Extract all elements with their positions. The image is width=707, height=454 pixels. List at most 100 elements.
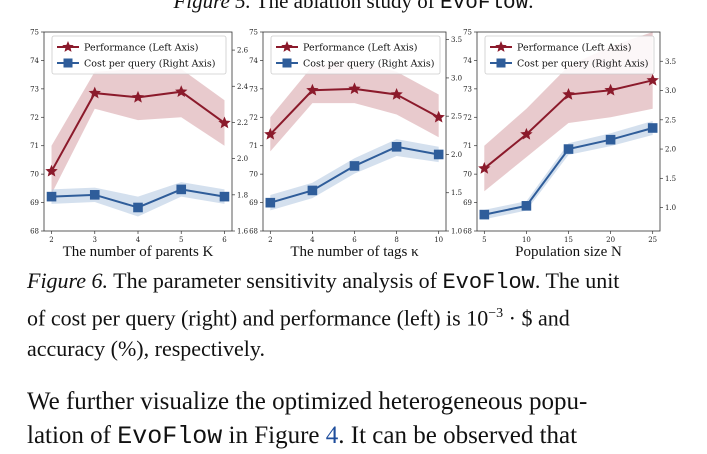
body-line1: We further visualize the optimized heter… (27, 388, 588, 415)
data-point-star (45, 164, 58, 177)
data-point-star (604, 83, 617, 96)
x-tick-label: 15 (564, 236, 573, 244)
figure5-text: The ablation study of (250, 0, 441, 13)
data-point-star (131, 90, 145, 103)
left-tick-label: 69 (30, 199, 39, 207)
x-tick-label: 6 (352, 236, 357, 244)
data-point-star (478, 161, 491, 174)
right-tick-label: 2.4 (237, 83, 249, 91)
x-tick-label: 8 (394, 236, 398, 244)
legend-star-marker (62, 41, 74, 52)
body-method-name: EvoFlow (117, 422, 223, 451)
left-tick-label: 75 (463, 29, 472, 37)
chart-panel-1: 68 69 70 71 72 73 74 75 1.6 1.8 2.0 2.2 2.4 2.6 2 3 4 5 6T… (30, 29, 249, 261)
x-tick-label: 3 (93, 236, 97, 244)
left-tick-label: 73 (249, 85, 258, 93)
left-tick-label: 68 (249, 228, 258, 236)
left-tick-label: 72 (30, 114, 39, 122)
data-point-square (349, 161, 360, 171)
figure6-caption: Figure 6. The parameter sensitivity anal… (27, 265, 679, 364)
legend-box (51, 35, 227, 75)
data-point-star (520, 127, 533, 140)
chart-panel-3: 68 69 70 71 72 73 74 75 1.0 1.5 2.0 2.5 3.0 3.5 5 10 15 2… (463, 29, 676, 261)
data-point-star (175, 85, 188, 97)
right-tick-label: 1.5 (665, 175, 676, 183)
figure5-caption: Figure 5. The ablation study of EvoFlow. (0, 0, 707, 15)
figure5-method-name: EvoFlow (440, 0, 529, 15)
x-tick-label: 4 (136, 236, 141, 244)
confidence-band-performance (270, 60, 439, 152)
left-tick-label: 74 (30, 57, 39, 65)
data-point-square (647, 123, 658, 133)
figure6-label: Figure 6. (27, 268, 109, 293)
data-point-star (432, 110, 445, 123)
caption-line2: of cost per query (right) and performanc… (27, 305, 489, 331)
left-tick-label: 74 (249, 57, 258, 65)
right-tick-label: 1.5 (451, 189, 462, 197)
left-tick-label: 70 (30, 171, 39, 179)
left-tick-label: 73 (463, 85, 472, 93)
data-point-star (264, 127, 277, 140)
left-tick-label: 69 (463, 199, 472, 207)
x-tick-label: 2 (49, 236, 53, 244)
figure5-label: Figure 5. (173, 0, 251, 13)
legend-star-marker (281, 41, 293, 52)
data-point-square (433, 149, 444, 160)
left-tick-label: 68 (463, 228, 472, 236)
x-tick-label: 5 (482, 236, 486, 244)
left-tick-label: 70 (463, 171, 472, 179)
figure5-suffix: . (528, 0, 534, 13)
left-tick-label: 72 (249, 114, 258, 122)
body-paragraph: We further visualize the optimized heter… (27, 385, 679, 454)
legend-box (484, 35, 655, 75)
right-tick-label: 2.0 (237, 155, 248, 163)
x-tick-label: 25 (648, 236, 657, 244)
x-axis-label: The number of parents K (63, 244, 214, 260)
x-tick-label: 10 (434, 236, 443, 244)
right-tick-label: 3.5 (665, 58, 676, 66)
legend-box (270, 35, 441, 75)
right-tick-label: 3.0 (451, 74, 462, 82)
legend-label: Cost per query (Right Axis) (303, 59, 435, 70)
data-point-star (306, 83, 319, 96)
x-tick-label: 2 (268, 236, 272, 244)
left-tick-label: 71 (30, 142, 39, 150)
left-tick-label: 68 (30, 228, 39, 236)
data-point-star (88, 86, 101, 99)
data-point-square (563, 144, 574, 154)
confidence-band-performance (51, 68, 225, 195)
x-tick-label: 20 (606, 236, 615, 244)
data-point-star (390, 88, 403, 100)
right-tick-label: 2.0 (451, 151, 462, 159)
caption-method-name: EvoFlow (442, 270, 535, 295)
caption-exponent: −3 (488, 306, 504, 321)
data-point-star (218, 116, 231, 129)
x-tick-label: 4 (310, 236, 315, 244)
caption-line2-end: · $ and (503, 305, 570, 331)
data-point-square (391, 142, 402, 152)
data-point-square (176, 184, 187, 195)
legend-square-marker (282, 58, 292, 68)
right-tick-label: 2.5 (665, 116, 676, 124)
x-tick-label: 5 (179, 236, 183, 244)
data-point-star (646, 73, 659, 86)
data-point-square (307, 185, 318, 196)
legend-square-marker (496, 58, 506, 68)
caption-line3: accuracy (%), respectively. (27, 336, 265, 362)
right-tick-label: 2.0 (665, 146, 676, 154)
data-point-square (133, 202, 143, 213)
data-point-star (348, 82, 361, 95)
x-tick-label: 6 (222, 236, 227, 244)
confidence-band-cost (484, 120, 653, 220)
data-point-square (479, 209, 490, 220)
legend-label: Performance (Left Axis) (84, 43, 199, 54)
left-tick-label: 74 (463, 57, 472, 65)
right-tick-label: 2.2 (237, 119, 248, 127)
right-tick-label: 1.6 (237, 228, 249, 236)
right-tick-label: 2.5 (451, 113, 462, 121)
right-tick-label: 1.8 (237, 191, 248, 199)
data-point-square (89, 190, 100, 200)
data-point-square (265, 197, 276, 208)
